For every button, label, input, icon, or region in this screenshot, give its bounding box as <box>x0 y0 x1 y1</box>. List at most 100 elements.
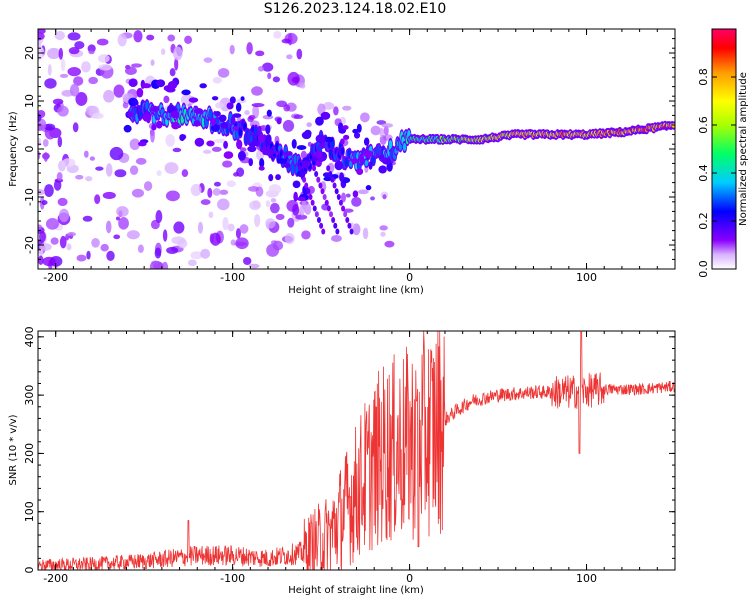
streak <box>312 205 317 212</box>
spectrogram-x-label: Height of straight line (km) <box>288 285 424 296</box>
ridge-scatter <box>291 138 297 149</box>
ridge-scatter <box>199 83 207 89</box>
ridge-scatter <box>363 150 373 158</box>
noise-blob <box>190 251 203 260</box>
streak <box>318 182 323 189</box>
streak <box>316 176 321 183</box>
ridge-scatter <box>265 124 271 135</box>
ridge-scatter <box>194 107 204 114</box>
noise-blob <box>88 50 95 55</box>
ridge-scatter <box>340 138 345 145</box>
noise-blob <box>114 169 127 178</box>
noise-blob <box>96 38 109 46</box>
snr-ticks: -200 -100 0 100 0 100 200 300 400 <box>23 326 676 585</box>
x-tick-label: -100 <box>220 572 245 585</box>
ridge-scatter <box>141 83 152 89</box>
noise-blob <box>84 150 89 158</box>
ridge-scatter <box>235 102 242 113</box>
ridge-scatter <box>188 97 199 103</box>
streak <box>304 182 309 189</box>
noise-blob <box>251 86 263 96</box>
noise-blob <box>257 66 264 72</box>
noise-blob <box>360 112 370 123</box>
ridge-scatter <box>301 131 312 140</box>
colorbar: 0.0 0.2 0.4 0.6 0.8 Normalized spectral ampl… <box>697 28 749 278</box>
x-tick-label: 100 <box>576 572 597 585</box>
ridge-scatter <box>257 125 262 135</box>
noise-blob <box>45 218 59 230</box>
x-tick-label: -100 <box>220 271 245 284</box>
noise-blob <box>67 32 81 41</box>
ridge-scatter <box>156 79 166 88</box>
noise-blob <box>270 240 278 245</box>
ridge-scatter <box>365 185 372 191</box>
noise-blob <box>56 172 63 181</box>
ridge-scatter <box>226 102 234 110</box>
noise-blob <box>165 134 176 147</box>
noise-blob <box>38 249 44 258</box>
ridge-scatter <box>266 134 272 144</box>
noise-blob <box>265 200 271 208</box>
noise-blob <box>306 122 312 128</box>
y-tick-label: 0 <box>23 567 36 574</box>
x-tick-label: -200 <box>43 271 68 284</box>
noise-blob <box>243 257 252 265</box>
noise-blob <box>380 231 386 237</box>
noise-blob <box>137 244 144 253</box>
noise-blob <box>85 176 93 182</box>
ridge-scatter <box>352 128 359 134</box>
ridge-scatter <box>342 125 349 130</box>
ridge-core <box>340 147 345 155</box>
noise-blob <box>379 225 388 231</box>
ridge-scatter <box>379 154 385 160</box>
noise-blob <box>222 217 229 231</box>
noise-blob <box>131 63 143 68</box>
ridge-scatter <box>275 174 281 181</box>
ridge-core <box>671 123 675 128</box>
ridge-scatter <box>321 141 326 147</box>
noise-blob <box>44 184 54 197</box>
noise-blob <box>172 147 182 153</box>
noise-blob <box>239 224 249 234</box>
noise-blob <box>208 211 214 219</box>
noise-blob <box>215 102 224 109</box>
ridge-scatter <box>314 150 323 159</box>
ridge-scatter <box>132 100 139 106</box>
noise-blob <box>333 106 339 116</box>
ridge-scatter <box>127 111 134 118</box>
ridge-scatter <box>206 140 215 147</box>
ridge-scatter <box>240 96 245 101</box>
noise-blob <box>187 259 197 267</box>
ridge-core <box>291 162 295 175</box>
noise-blob <box>203 57 213 63</box>
noise-blob <box>76 254 87 262</box>
ridge-scatter <box>292 180 301 189</box>
noise-blob <box>248 186 259 192</box>
noise-blob <box>89 156 95 161</box>
noise-blob <box>129 165 139 176</box>
noise-blob <box>113 84 125 98</box>
streak <box>335 228 340 235</box>
noise-blob <box>105 163 113 177</box>
noise-blob <box>173 46 183 61</box>
ridge-core <box>344 158 349 167</box>
noise-blob <box>59 235 67 249</box>
ridge-scatter <box>352 190 359 198</box>
colorbar-ticks: 0.0 0.2 0.4 0.6 0.8 <box>697 68 736 278</box>
noise-blob <box>88 76 98 85</box>
streak <box>312 165 317 172</box>
y-tick-label: -10 <box>23 188 36 206</box>
noise-blob <box>43 123 56 131</box>
noise-blob <box>362 227 369 240</box>
ridge-scatter <box>181 89 191 96</box>
ridge-scatter <box>137 141 147 147</box>
noise-blob <box>150 59 155 66</box>
noise-blob <box>295 214 308 220</box>
noise-blob <box>161 261 169 269</box>
noise-blob <box>249 200 261 211</box>
noise-blob <box>370 125 381 136</box>
noise-blob <box>57 136 63 148</box>
noise-blob <box>43 151 48 162</box>
noise-blob <box>226 180 236 187</box>
